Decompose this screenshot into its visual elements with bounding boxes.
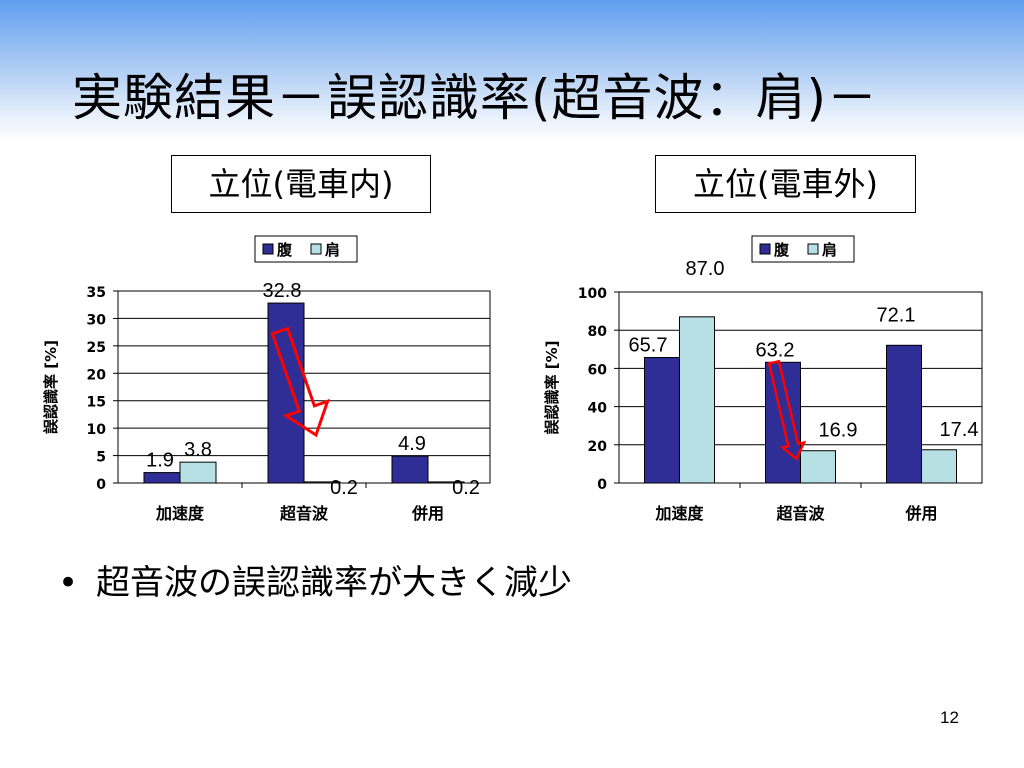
y-tick-label: 30 <box>87 312 107 328</box>
y-axis-label: 誤認識率 [%] <box>543 341 561 435</box>
legend-label: 腹 <box>774 241 790 259</box>
data-label: 1.9 <box>146 450 174 472</box>
data-label: 65.7 <box>629 335 668 357</box>
y-tick-label: 0 <box>96 477 106 493</box>
bullet-text: 超音波の誤認識率が大きく減少 <box>96 563 572 603</box>
bar-肩-併用 <box>427 481 465 484</box>
bar-肩-超音波 <box>800 450 836 484</box>
data-label: 32.8 <box>263 280 302 302</box>
bar-肩-加速度 <box>179 461 217 484</box>
data-label: 87.0 <box>686 258 725 280</box>
y-tick-label: 60 <box>588 362 608 378</box>
legend-label: 腹 <box>277 241 293 259</box>
x-category-label: 超音波 <box>775 504 825 523</box>
bar-腹-加速度 <box>143 472 181 484</box>
y-tick-label: 20 <box>87 367 107 383</box>
x-category-label: 加速度 <box>654 504 704 523</box>
bar-腹-加速度 <box>644 357 680 484</box>
data-label: 16.9 <box>819 420 858 442</box>
legend: 腹肩 <box>751 235 855 263</box>
x-category-label: 併用 <box>904 504 937 523</box>
legend-swatch <box>262 243 274 255</box>
data-label: 72.1 <box>877 304 916 326</box>
y-tick-label: 35 <box>87 285 106 301</box>
red-arrow-annotation <box>767 359 807 461</box>
y-tick-label: 20 <box>588 439 608 455</box>
y-tick-label: 40 <box>588 401 608 417</box>
chart-left-title: 立位(電車内) <box>171 155 431 213</box>
bar-肩-併用 <box>921 449 957 484</box>
data-label: 0.2 <box>452 477 480 499</box>
y-tick-label: 100 <box>578 286 607 302</box>
slide-header-band <box>0 0 1024 142</box>
bar-腹-併用 <box>886 344 922 484</box>
x-category-label: 併用 <box>411 504 444 523</box>
data-label: 63.2 <box>756 339 795 361</box>
page-number: 12 <box>940 708 959 727</box>
y-tick-label: 0 <box>597 477 607 493</box>
bullet-item: • 超音波の誤認識率が大きく減少 <box>58 555 572 604</box>
y-tick-label: 5 <box>96 450 106 466</box>
y-tick-label: 15 <box>87 395 106 411</box>
bullet-marker: • <box>58 563 79 603</box>
y-tick-label: 80 <box>588 324 608 340</box>
legend-label: 肩 <box>822 241 837 259</box>
chart-right-title: 立位(電車外) <box>655 155 916 213</box>
bar-肩-加速度 <box>679 316 715 484</box>
legend-swatch <box>310 243 322 255</box>
x-category-label: 超音波 <box>279 504 329 523</box>
y-tick-label: 10 <box>87 422 107 438</box>
y-axis-label: 誤認識率 [%] <box>42 340 60 434</box>
y-tick-label: 25 <box>87 340 106 356</box>
legend-swatch <box>807 243 819 255</box>
legend-swatch <box>759 243 771 255</box>
data-label: 4.9 <box>398 433 426 455</box>
x-category-label: 加速度 <box>155 504 205 523</box>
red-arrow-annotation <box>270 326 331 438</box>
data-label: 0.2 <box>330 477 358 499</box>
data-label: 3.8 <box>184 439 212 461</box>
chart-right: 0 20 40 60 80 100 加速度 超音波 併用 誤認識率 [%] 65.7 63.2 72.1… <box>543 235 983 523</box>
bar-肩-超音波 <box>303 481 341 484</box>
chart-left: 0 5 10 15 20 25 30 35 加速度 超音波 併用 誤認識率 [%] 1.9 32.8 4.9… <box>42 235 491 523</box>
slide-title: 実験結果－誤認識率(超音波：肩)－ <box>72 69 879 127</box>
legend-label: 肩 <box>325 241 340 259</box>
legend: 腹肩 <box>254 235 358 263</box>
data-label: 17.4 <box>940 419 979 441</box>
bar-腹-併用 <box>391 455 429 484</box>
